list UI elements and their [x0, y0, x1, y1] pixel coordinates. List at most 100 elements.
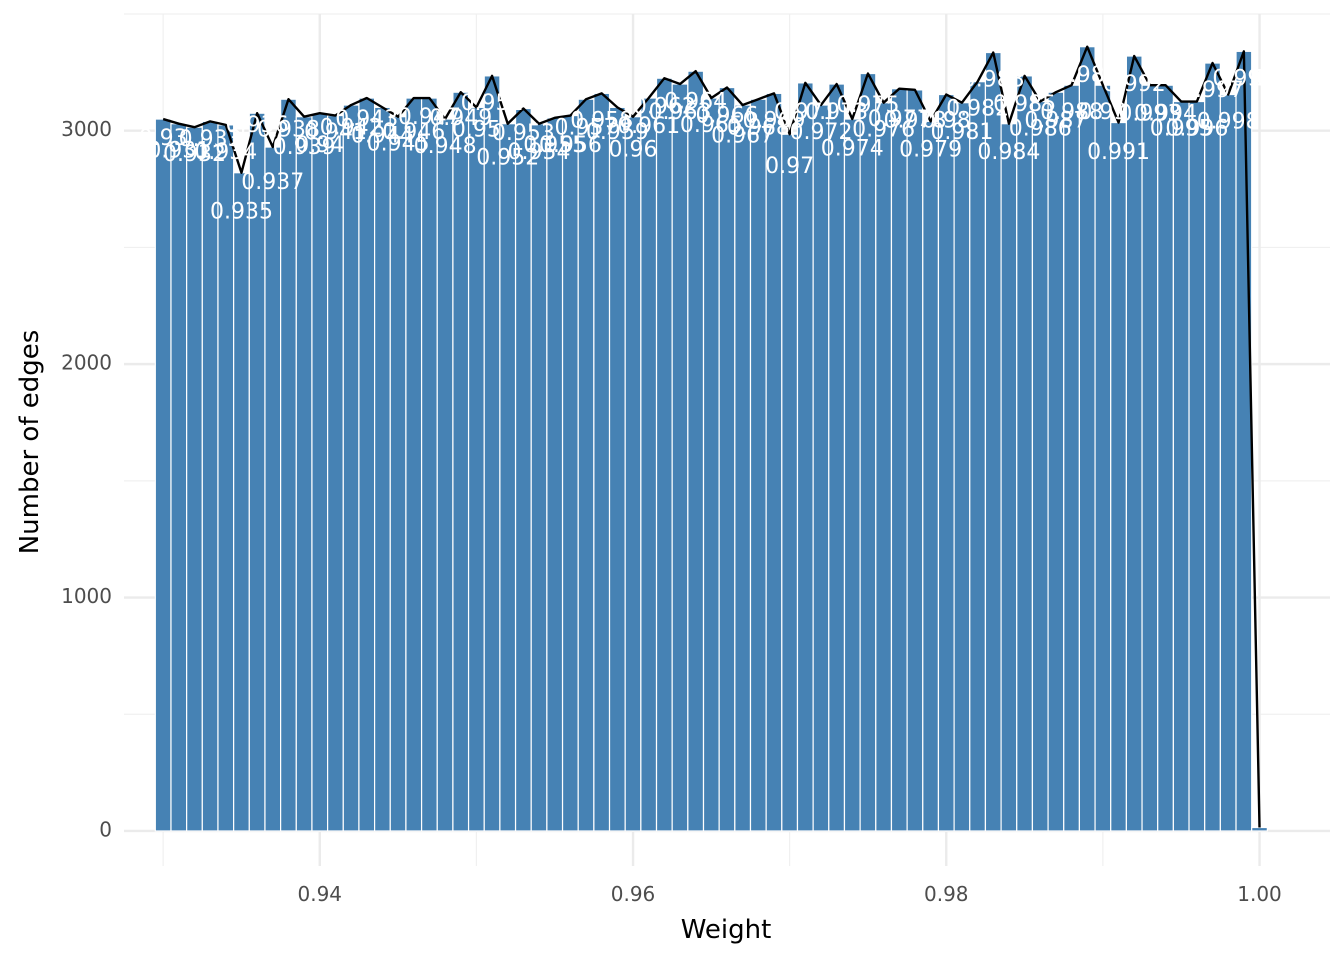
histogram-bar — [420, 97, 438, 832]
histogram-bar — [1188, 100, 1206, 832]
histogram-bar — [342, 104, 360, 832]
histogram-bar — [734, 104, 752, 832]
histogram-bar — [655, 77, 673, 832]
histogram-bar — [843, 118, 861, 832]
bar-label: 0.968 — [727, 115, 790, 140]
histogram-bar — [530, 123, 548, 832]
histogram-bar — [452, 91, 470, 832]
bar-label: 0.958 — [570, 108, 633, 133]
histogram-bar — [311, 112, 329, 832]
histogram-bar — [154, 118, 172, 832]
bar-label: 0.945 — [367, 132, 430, 157]
histogram-bar — [295, 116, 313, 832]
histogram-bar — [671, 83, 689, 832]
histogram-bar — [1157, 84, 1174, 832]
bar-label: 0.957 — [555, 115, 618, 140]
bar-label: 0.955 — [523, 133, 586, 158]
histogram-bar — [906, 89, 924, 832]
histogram-bar — [1031, 100, 1049, 832]
histogram-bar — [405, 97, 423, 832]
bar-label: 0.982 — [946, 97, 1009, 122]
bar-label: 0.969 — [742, 108, 805, 133]
histogram-bar — [546, 117, 564, 832]
bar-label: 0.966 — [696, 104, 759, 129]
bar-label: 0.974 — [821, 136, 884, 161]
y-tick-label: 3000 — [61, 117, 112, 141]
bar-label: 0.995 — [1150, 117, 1213, 142]
bar-label: 0.981 — [930, 120, 993, 145]
bar-label: 0.951 — [461, 91, 524, 116]
bar-label: 0.943 — [335, 107, 398, 132]
bar-label: 0.978 — [883, 108, 946, 133]
histogram-bar — [1204, 62, 1221, 832]
histogram-bar — [577, 98, 595, 832]
histogram-bar — [483, 75, 501, 832]
bar-label: 0.965 — [680, 113, 743, 138]
histogram-bar — [969, 81, 987, 832]
y-tick-label: 2000 — [61, 351, 112, 375]
histogram-bar — [389, 116, 407, 832]
bar-label: 1 — [1253, 66, 1267, 91]
bar-label: 0.938 — [257, 118, 320, 143]
histogram-bar — [1219, 93, 1237, 832]
histogram-bar — [593, 92, 611, 832]
bar-label: 0.987 — [1024, 108, 1087, 133]
bar-label: 0.954 — [508, 140, 571, 165]
histogram-bar — [467, 106, 485, 832]
histogram-bar — [765, 92, 783, 832]
x-tick-label: 0.96 — [611, 882, 656, 906]
histogram-bar — [624, 116, 642, 832]
histogram-bar — [749, 98, 767, 832]
y-axis-title: Number of edges — [15, 330, 45, 555]
bar-label: 0.985 — [993, 92, 1056, 117]
bar-label: 0.956 — [539, 133, 602, 158]
histogram-bar — [1235, 50, 1253, 832]
histogram-bar — [1094, 84, 1112, 832]
bar-label: 0.953 — [492, 121, 555, 146]
histogram-bar — [828, 83, 846, 832]
bar-label: 0.946 — [382, 120, 445, 145]
bar-label: 0.988 — [1040, 100, 1103, 125]
histogram-bar — [781, 133, 799, 832]
bar-label: 0.973 — [805, 100, 868, 125]
bar-label: 0.991 — [1087, 140, 1150, 165]
histogram-bar — [1251, 826, 1268, 832]
bar-label: 0.993 — [1118, 101, 1181, 126]
histogram-bar — [561, 114, 579, 832]
histogram-bar — [358, 97, 376, 832]
bar-label: 0.996 — [1165, 117, 1228, 142]
bar-label: 0.992 — [1103, 72, 1166, 97]
bar-label: 0.95 — [452, 118, 501, 143]
histogram-bar — [1125, 55, 1143, 832]
histogram-bar — [640, 97, 658, 832]
histogram-bar — [373, 106, 391, 832]
histogram-bar — [233, 172, 250, 832]
bar-label: 0.998 — [1197, 110, 1260, 135]
bar-label: 0.971 — [774, 100, 837, 125]
x-axis-title: Weight — [681, 915, 772, 945]
bar-label: 0.939 — [273, 135, 336, 160]
histogram-bar — [1063, 84, 1081, 832]
bar-label: 0.959 — [586, 120, 649, 145]
bar-label: 0.937 — [241, 170, 304, 195]
bar-label: 0.936 — [226, 113, 289, 138]
histogram-bar — [280, 98, 297, 832]
bar-label: 0.961 — [617, 114, 680, 139]
histogram-bar — [264, 146, 282, 832]
histogram-bar — [953, 102, 971, 832]
bar-label: 0.933 — [179, 127, 242, 152]
histogram-bar — [796, 82, 814, 832]
outline-line-layer — [162, 45, 1261, 828]
bar-label: 0.972 — [789, 120, 852, 145]
bin-outline-line — [162, 45, 1261, 828]
histogram-bar — [687, 70, 705, 832]
bar-label: 0.979 — [899, 138, 962, 163]
bar-label: 0.964 — [664, 90, 727, 115]
histogram-bar — [875, 102, 893, 832]
bar-label: 0.976 — [852, 118, 915, 143]
bar-label: 0.997 — [1181, 78, 1244, 103]
histogram-bar — [186, 126, 203, 832]
histogram-bar — [327, 114, 344, 832]
bar-label: 0.984 — [977, 140, 1040, 165]
bar-label: 0.983 — [962, 68, 1025, 93]
